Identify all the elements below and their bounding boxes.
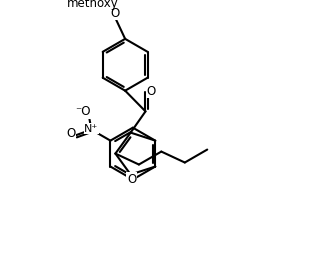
Text: O: O (66, 128, 75, 140)
Text: O: O (127, 173, 136, 186)
Text: methoxy: methoxy (67, 0, 119, 10)
Text: O: O (146, 85, 156, 98)
Text: N⁺: N⁺ (84, 124, 98, 134)
Text: ⁻O: ⁻O (75, 105, 90, 118)
Text: O: O (110, 7, 119, 20)
